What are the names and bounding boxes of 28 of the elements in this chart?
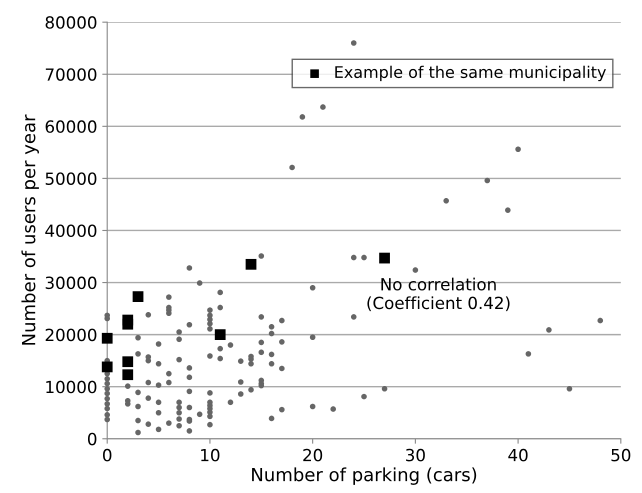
x-tick-label: 0 [103,448,112,462]
x-tick-label: 40 [508,448,528,462]
y-tick-label: 10000 [46,380,96,394]
point [102,362,113,372]
y-tick-label: 70000 [46,68,96,81]
point [214,329,226,340]
x-tick-label: 30 [406,448,425,462]
point [132,291,144,302]
x-tick-label: 50 [611,448,630,462]
x-tick-label: 10 [201,448,220,462]
y-tick-label: 0 [88,432,96,446]
point [122,356,134,368]
y-tick-label: 20000 [46,328,96,342]
point [122,318,134,330]
y-tick-label: 80000 [46,16,96,29]
legend-label: Example of the same municipality [335,66,606,82]
x-axis-title: Number of parking (cars) [252,467,476,485]
y-tick-label: 30000 [46,276,96,290]
annotation: No correlation (Coefficient 0.42) [367,278,510,312]
point [122,369,134,380]
x-tick-label: 20 [303,448,322,462]
y-tick-label: 40000 [45,224,96,238]
point [379,252,390,264]
point [102,332,113,344]
y-axis-title: Number of users per year [21,114,39,345]
point [246,258,256,270]
y-tick-label: 60000 [46,120,96,133]
y-tick-label: 50000 [46,172,96,185]
